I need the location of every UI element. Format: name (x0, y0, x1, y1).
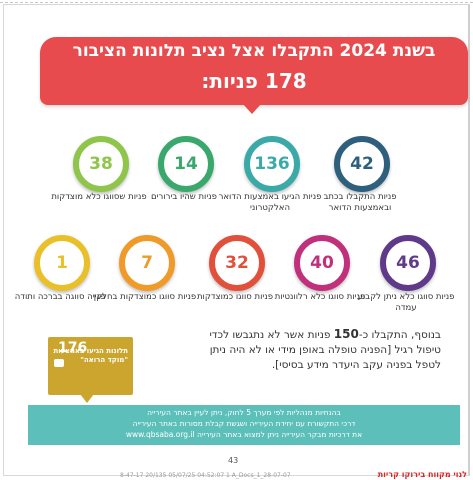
stat-circle-email: 136 (244, 136, 300, 192)
stat-label: פניות סווגו כמוצדקות (196, 292, 274, 302)
footer-red-text: לנוי מקווח בירוקו קריות (377, 470, 467, 479)
stat-circle-unjustified: 38 (73, 136, 129, 192)
stat-circle-justified: 32 (209, 235, 265, 291)
stat-label: פניות התקבלו בכתב ובאמצעות הדואר (323, 192, 397, 213)
footer-print-info: 8-47-17 20/135 05/07/25 04:52:07 1 A_Doc… (120, 472, 291, 479)
banner-line2: 178 פניות: (201, 69, 307, 93)
stat-label: פניות סווגו כלא רלוונטיות (274, 292, 366, 302)
stat-label: פניות שהיו בירורים (151, 192, 217, 202)
stat-value: 42 (350, 154, 374, 174)
stat-value: 14 (174, 154, 198, 174)
stat-value: 40 (310, 253, 334, 273)
page-frame (3, 4, 470, 476)
stat-circle-irrelevant: 40 (294, 235, 350, 291)
info-line3: את דרכיות מבקר העירייה ניתן למצוא באתר ה… (125, 430, 363, 439)
hotline-text: תלונות הגיעו באמצעות "מוקד הרואה" (53, 347, 128, 364)
stat-label: פניות הגיעו באמצעות הדואר האלקטרוני (218, 192, 322, 213)
stat-value: 32 (225, 253, 249, 273)
stat-circle-written: 42 (334, 136, 390, 192)
hotline-count: 176 (58, 340, 88, 356)
info-strip (28, 405, 460, 445)
additional-requests-paragraph: בנוסף, התקבלו כ-150 פניות אשר לא נתגבשו … (183, 327, 441, 373)
info-line1: בהנחיות מנהליות לפי מערך 5 לחוק, ניתן לע… (147, 408, 341, 417)
stat-circle-thanks: 1 (34, 235, 90, 291)
paragraph-count: 150 (333, 327, 359, 341)
hotline-bubble-tail (80, 394, 94, 403)
stat-label: פניות סווגו כלא ניתן לקבוע עמדה (357, 292, 455, 313)
stat-circle-inquiries: 14 (158, 136, 214, 192)
stat-label: פניות סווגו כמוצדקות בחלקן (93, 292, 197, 302)
stat-label: פניות שסווגו כלא מוצדקות (51, 192, 147, 202)
stat-label: פנייה סווגה בברכה ותודה (14, 292, 106, 302)
paragraph-prefix: בנוסף, התקבלו כ- (358, 329, 441, 341)
top-border-line (0, 2, 473, 3)
info-line2: דרכי התקשורת עם יחידת העירייה ושגשת קבלת… (132, 419, 356, 428)
stat-value: 1 (56, 253, 68, 273)
paragraph-rest: פניות אשר לא נתגבשו לכדי טיפול רגיל [הפנ… (209, 329, 441, 371)
envelope-icon (54, 359, 64, 367)
banner-line1: בשנת 2024 התקבלו אצל נציב תלונות הציבור (72, 41, 436, 61)
stat-value: 46 (396, 253, 420, 273)
stat-value: 38 (89, 154, 113, 174)
stat-value: 136 (254, 154, 290, 174)
stat-circle-partially-justified: 7 (119, 235, 175, 291)
banner-pointer (242, 103, 262, 114)
page-number: 43 (228, 456, 239, 465)
header-banner: בשנת 2024 התקבלו אצל נציב תלונות הציבור … (40, 37, 468, 105)
stat-circle-undetermined: 46 (380, 235, 436, 291)
stat-value: 7 (141, 253, 153, 273)
